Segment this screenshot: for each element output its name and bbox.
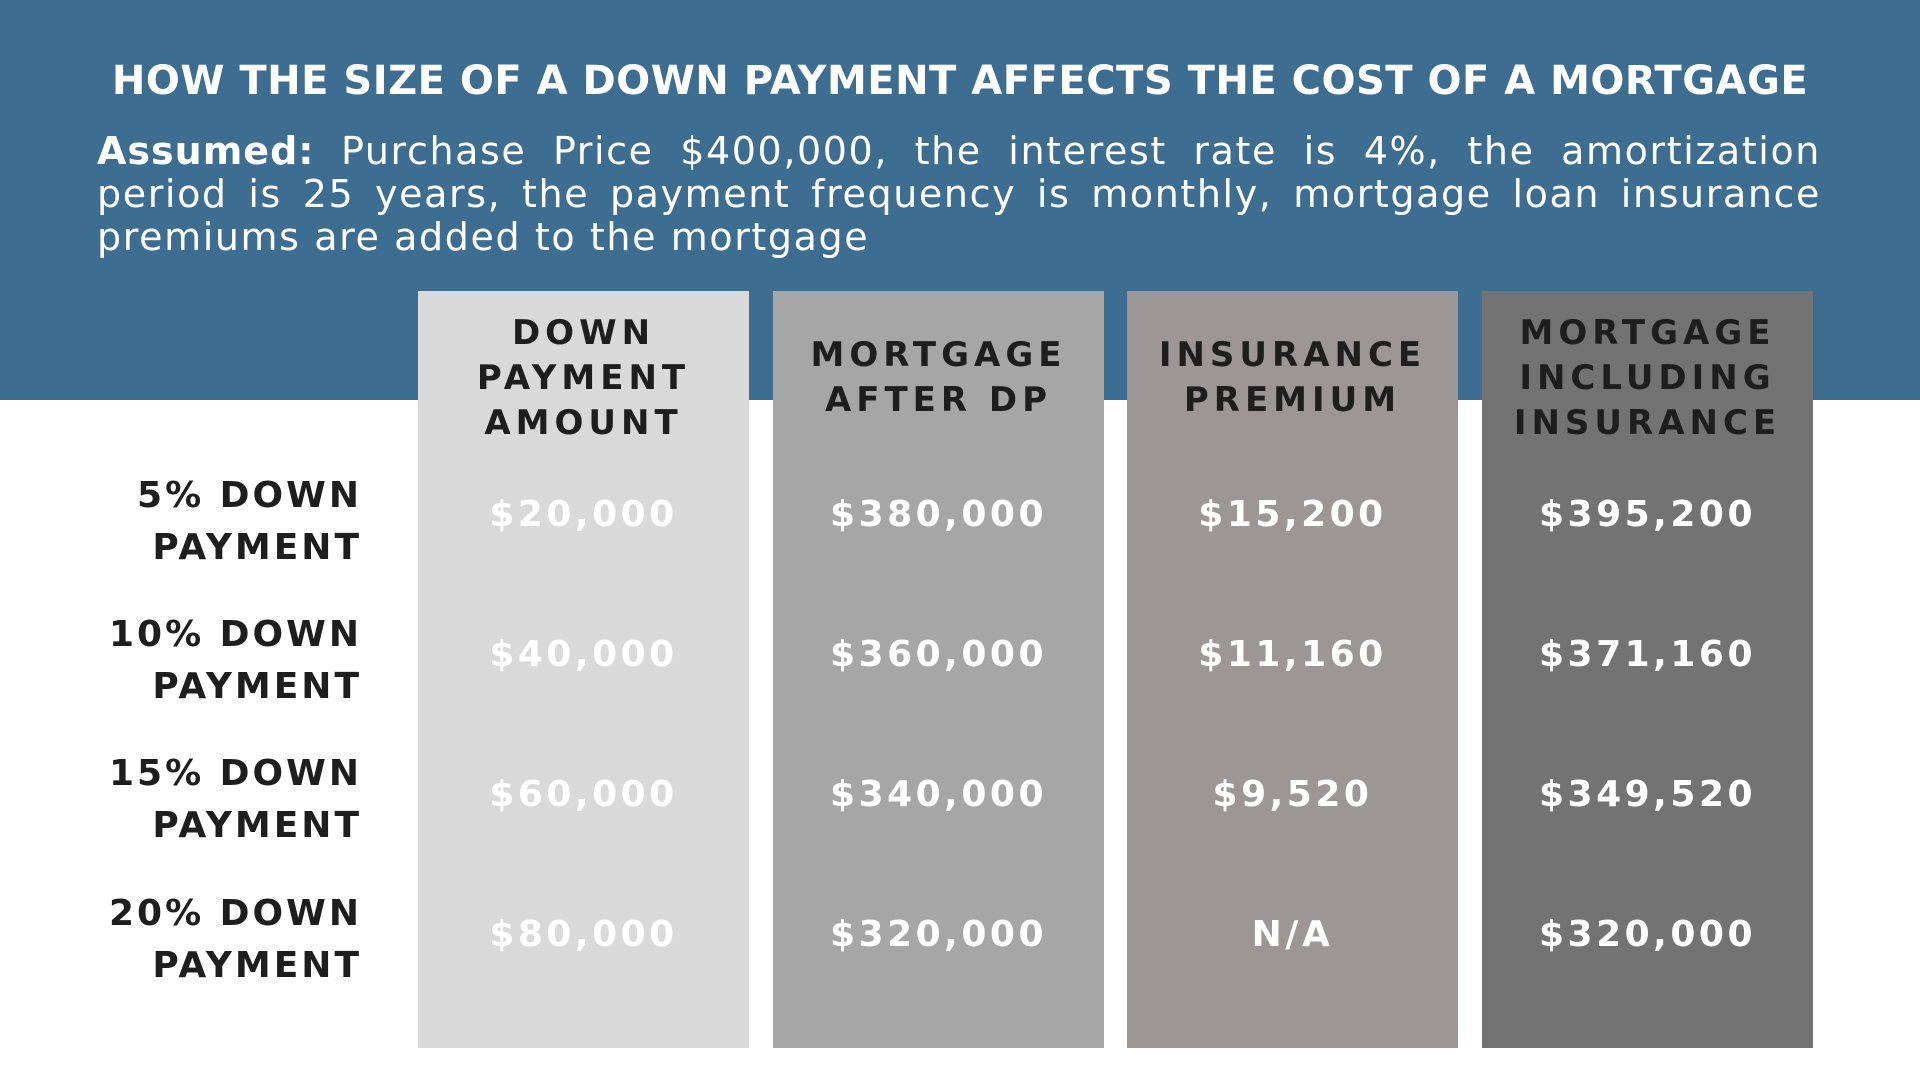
table-cell: $360,000 — [829, 634, 1048, 675]
assumptions-text: Purchase Price $400,000, the interest ra… — [97, 129, 1821, 259]
assumptions-label: Assumed: — [97, 129, 315, 173]
table-cell: $380,000 — [829, 494, 1048, 535]
column-mortgage-after-dp: MORTGAGE AFTER DP $380,000 $360,000 $340… — [773, 291, 1104, 1048]
table-cell: $11,160 — [1198, 634, 1387, 675]
column-header-down-payment-amount: DOWN PAYMENT AMOUNT — [476, 312, 691, 443]
column-header-mortgage-including-insurance: MORTGAGE INCLUDING INSURANCE — [1513, 312, 1782, 443]
table-cell: $40,000 — [489, 634, 678, 675]
column-header-insurance-premium: INSURANCE PREMIUM — [1158, 335, 1427, 420]
table-cell: $9,520 — [1212, 774, 1373, 815]
table-cell: $349,520 — [1538, 774, 1757, 815]
column-insurance-premium: INSURANCE PREMIUM $15,200 $11,160 $9,520… — [1127, 291, 1458, 1048]
row-label-15-percent: 15% DOWN PAYMENT — [108, 753, 362, 846]
table-cell: $320,000 — [1538, 914, 1757, 955]
row-label-20-percent: 20% DOWN PAYMENT — [108, 893, 362, 986]
table-cell: $15,200 — [1198, 494, 1387, 535]
table-cell: $60,000 — [489, 774, 678, 815]
assumptions-paragraph: Assumed: Purchase Price $400,000, the in… — [97, 130, 1821, 259]
table-cell: N/A — [1251, 914, 1334, 955]
table-cell: $371,160 — [1538, 634, 1757, 675]
table-cell: $20,000 — [489, 494, 678, 535]
column-mortgage-including-insurance: MORTGAGE INCLUDING INSURANCE $395,200 $3… — [1482, 291, 1813, 1048]
column-header-mortgage-after-dp: MORTGAGE AFTER DP — [810, 335, 1067, 420]
table-cell: $80,000 — [489, 914, 678, 955]
table-cell: $320,000 — [829, 914, 1048, 955]
page-title: HOW THE SIZE OF A DOWN PAYMENT AFFECTS T… — [111, 58, 1809, 104]
table-cell: $340,000 — [829, 774, 1048, 815]
column-down-payment-amount: DOWN PAYMENT AMOUNT $20,000 $40,000 $60,… — [418, 291, 749, 1048]
row-label-5-percent: 5% DOWN PAYMENT — [137, 475, 362, 568]
row-label-10-percent: 10% DOWN PAYMENT — [108, 614, 362, 707]
table-cell: $395,200 — [1538, 494, 1757, 535]
